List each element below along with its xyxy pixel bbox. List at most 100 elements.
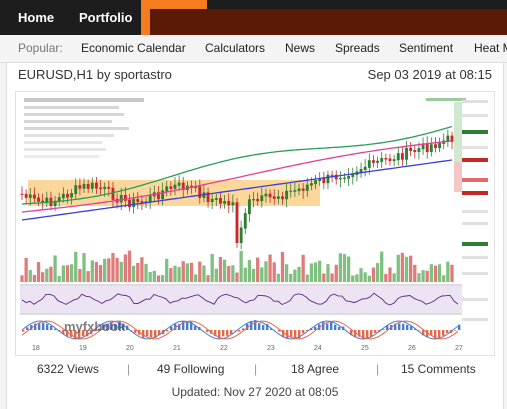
views-count: 6322 Views (37, 362, 99, 376)
candle-body (219, 198, 222, 204)
candle-body (277, 196, 280, 198)
volume-bar (165, 259, 168, 282)
candle-body (364, 167, 367, 170)
volume-bar (45, 269, 48, 282)
macd-bar (26, 327, 28, 330)
volume-bar (392, 273, 395, 282)
volume-bars (20, 251, 453, 282)
candle-body (252, 199, 255, 200)
volume-bar (190, 263, 193, 282)
volume-bar (388, 267, 391, 282)
volume-bar (211, 254, 214, 282)
stats-row: 6322 Views | 49 Following | 18 Agree | 1… (7, 362, 503, 380)
candle-body (281, 196, 284, 199)
volume-bar (29, 270, 32, 282)
macd-bar (222, 330, 224, 336)
candle-body (215, 198, 218, 200)
macd-bar (46, 324, 48, 330)
macd-bar (446, 330, 448, 333)
agree-count[interactable]: 18 Agree (291, 362, 339, 376)
volume-bar (37, 262, 40, 282)
macd-bar (326, 324, 328, 330)
subnav-economic-calendar[interactable]: Economic Calendar (81, 35, 186, 62)
subnav-news[interactable]: News (285, 35, 315, 62)
volume-bar (339, 253, 342, 282)
volume-bar (202, 265, 205, 282)
candle-body (227, 201, 230, 205)
volume-bar (285, 264, 288, 282)
top-nav-bar: Home Portfolio (0, 0, 507, 35)
macd-bar (442, 330, 444, 336)
candle-body (372, 160, 375, 163)
volume-bar (401, 253, 404, 282)
nav-portfolio[interactable]: Portfolio (79, 0, 132, 35)
volume-bar (144, 264, 147, 282)
volume-bar (310, 263, 313, 282)
volume-bar (351, 275, 354, 282)
volume-bar (434, 266, 437, 282)
candle-body (29, 195, 32, 198)
candle-body (165, 186, 168, 191)
x-tick-label: 23 (267, 345, 275, 352)
volume-bar (442, 275, 445, 282)
volume-bar (372, 268, 375, 282)
volume-bar (169, 268, 172, 282)
candle-body (223, 201, 226, 204)
macd-bar (150, 330, 152, 338)
following-count[interactable]: 49 Following (157, 362, 224, 376)
subnav-spreads[interactable]: Spreads (335, 35, 380, 62)
candle-body (302, 188, 305, 190)
subnav-heat-map[interactable]: Heat Map (474, 35, 507, 62)
macd-bar (454, 330, 456, 331)
volume-bar (124, 254, 127, 282)
macd-bar (38, 324, 40, 330)
volume-bar (252, 269, 255, 282)
volume-bar (417, 273, 420, 282)
volume-bar (157, 275, 160, 282)
candle-body (62, 194, 65, 198)
volume-bar (322, 274, 325, 282)
candle-body (128, 200, 131, 207)
x-tick-label: 25 (361, 345, 369, 352)
volume-bar (194, 274, 197, 282)
volume-bar (182, 261, 185, 282)
candle-body (397, 153, 400, 160)
nav-home[interactable]: Home (18, 0, 54, 35)
macd-bar (166, 330, 168, 331)
volume-bar (413, 265, 416, 282)
x-tick-label: 18 (32, 345, 40, 352)
subnav-calculators[interactable]: Calculators (205, 35, 265, 62)
banner-strip (150, 9, 507, 35)
macd-bar (170, 326, 172, 330)
candle-body (289, 191, 292, 192)
volume-bar (380, 251, 383, 282)
x-tick-label: 26 (408, 345, 416, 352)
candle-body (273, 196, 276, 199)
volume-bar (49, 267, 52, 282)
candle-body (169, 186, 172, 189)
volume-bar (87, 271, 90, 282)
candle-body (244, 213, 247, 228)
volume-bar (409, 256, 412, 282)
volume-bar (82, 253, 85, 282)
card-date: Sep 03 2019 at 08:15 (368, 67, 492, 82)
candle-body (322, 178, 325, 183)
candle-body (256, 199, 259, 201)
candle-body (285, 191, 288, 199)
volume-bar (173, 266, 176, 282)
volume-bar (41, 272, 44, 282)
popular-label: Popular: (18, 35, 63, 62)
candle-body (78, 185, 81, 189)
candle-body (74, 185, 77, 194)
volume-bar (91, 260, 94, 282)
volume-bar (70, 264, 73, 282)
subnav-sentiment[interactable]: Sentiment (399, 35, 453, 62)
candle-body (140, 201, 143, 202)
x-tick-label: 24 (314, 345, 322, 352)
card-title[interactable]: EURUSD,H1 by sportastro (18, 67, 172, 82)
comments-count[interactable]: 15 Comments (401, 362, 476, 376)
volume-bar (302, 255, 305, 282)
candle-body (384, 158, 387, 159)
volume-bar (306, 275, 309, 282)
